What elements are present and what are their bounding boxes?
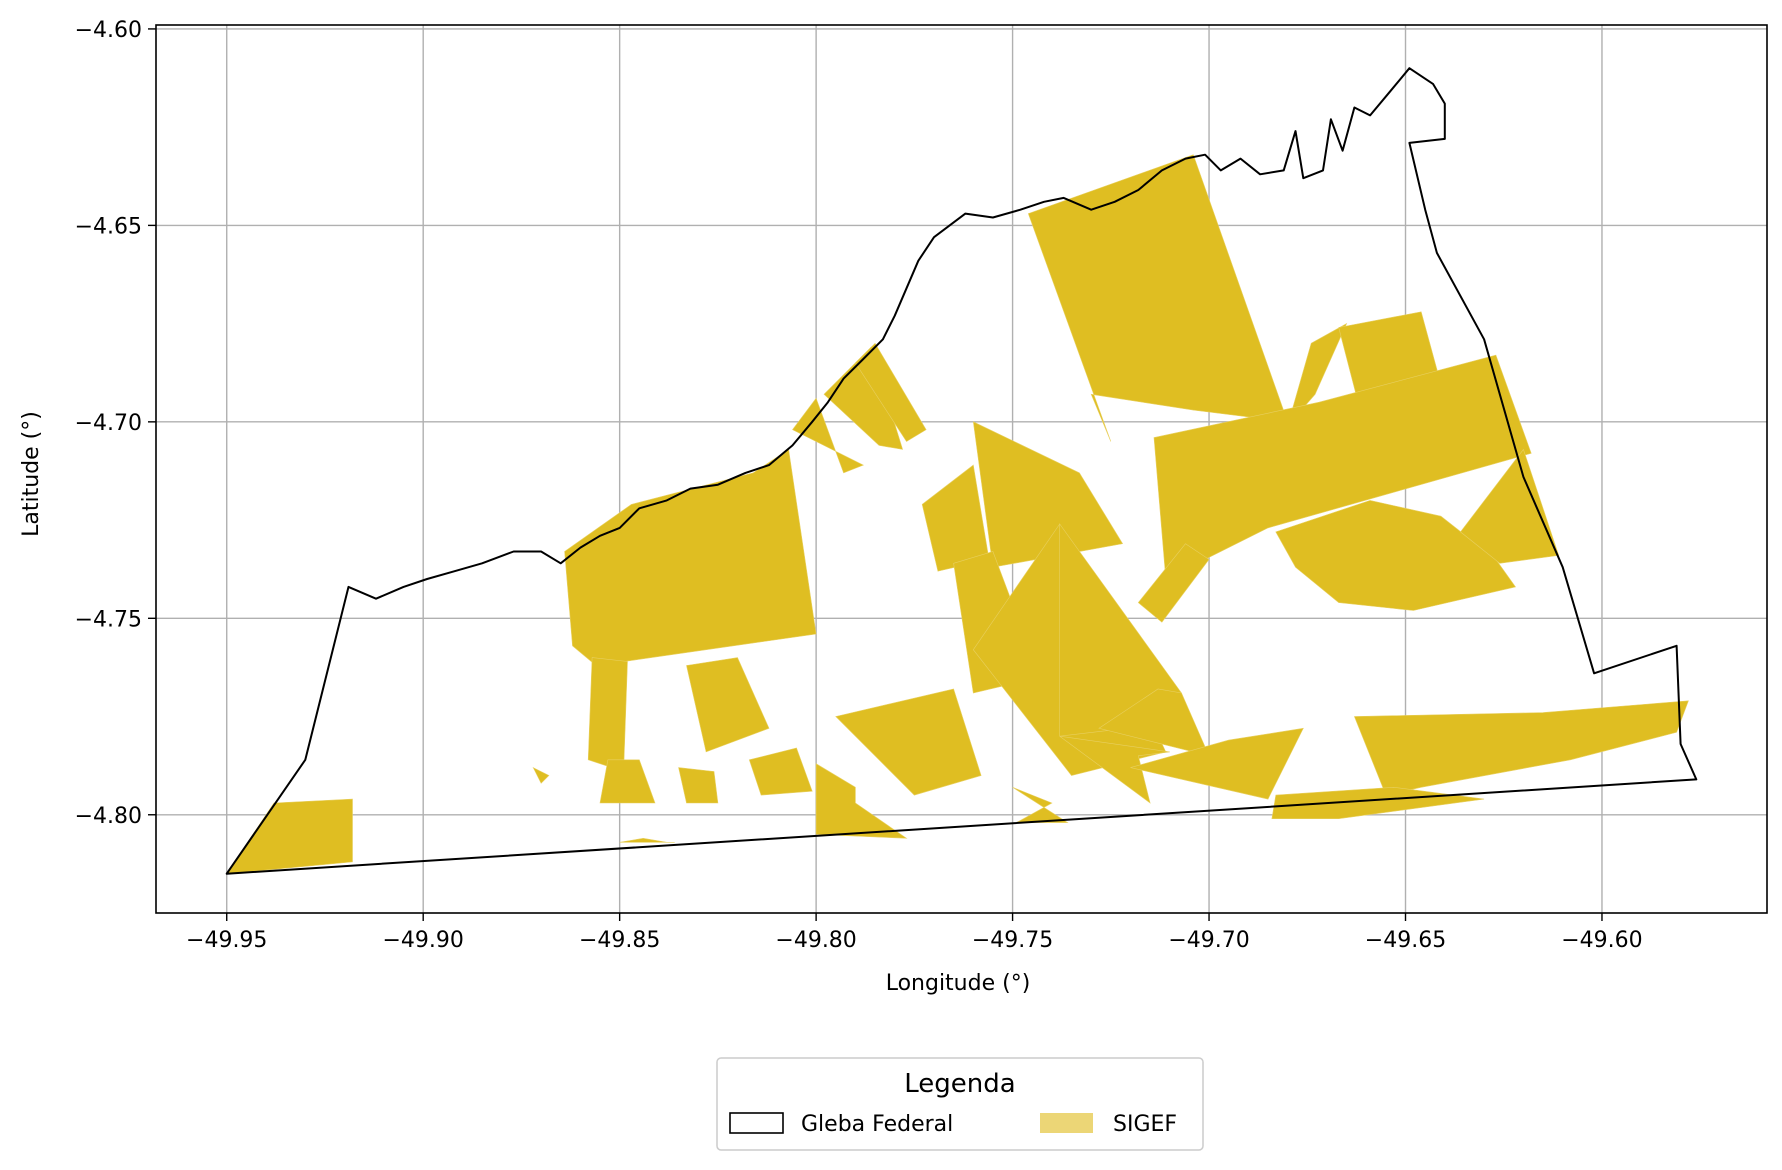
sigef-parcel-14 [835, 688, 982, 796]
sigef-parcel-16 [972, 421, 1124, 568]
sigef-parcel-28 [1460, 448, 1560, 564]
y-tick-label: −4.65 [75, 214, 142, 239]
y-tick-label: −4.60 [75, 18, 142, 43]
y-tick-label: −4.70 [75, 411, 142, 436]
sigef-parcel-8 [599, 759, 656, 804]
sigef-parcel-23 [1027, 154, 1289, 442]
sigef-parcel-15 [921, 464, 990, 572]
x-tick-label: −49.80 [775, 928, 856, 953]
axes-frame [155, 24, 1768, 914]
sigef-parcel-9 [748, 747, 813, 796]
x-axis-ticks: −49.95 −49.90 −49.85 −49.80 −49.75 −49.70 −49.… [186, 913, 1643, 953]
legend: Legenda Gleba Federal SIGEF [716, 1057, 1204, 1151]
sigef-parcel-30 [1271, 786, 1485, 820]
x-tick-label: −49.60 [1561, 928, 1642, 953]
sigef-parcel-29 [1353, 700, 1689, 796]
sigef-parcel-11 [532, 766, 550, 784]
gleba-federal-layer [225, 67, 1698, 875]
sigef-parcel-4 [792, 397, 865, 474]
sigef-parcel-3 [587, 657, 628, 772]
x-tick-label: −49.70 [1168, 928, 1249, 953]
sigef-layer [226, 154, 1689, 875]
x-tick-label: −49.85 [579, 928, 660, 953]
sigef-parcel-7 [686, 657, 770, 753]
sigef-parcel-21 [1012, 787, 1069, 823]
x-tick-label: −49.95 [186, 928, 267, 953]
legend-title: Legenda [904, 1069, 1015, 1099]
sigef-parcel-12 [619, 837, 675, 843]
sigef-parcel-13 [815, 763, 908, 839]
x-axis-label: Longitude (°) [886, 971, 1031, 996]
sigef-parcel-10 [678, 767, 719, 804]
legend-label-gleba-federal: Gleba Federal [801, 1112, 953, 1137]
y-tick-label: −4.75 [75, 607, 142, 632]
legend-swatch-gleba-federal [729, 1112, 784, 1134]
sigef-parcel-20 [1059, 735, 1170, 804]
sigef-parcel-6 [855, 342, 927, 442]
legend-label-sigef: SIGEF [1113, 1112, 1177, 1137]
sigef-parcel-22 [1098, 688, 1210, 757]
y-tick-label: −4.80 [75, 804, 142, 829]
sigef-parcel-2 [564, 448, 817, 666]
legend-swatch-sigef [1040, 1113, 1093, 1133]
sigef-parcel-1 [226, 798, 353, 875]
sigef-parcel-32 [1137, 543, 1210, 623]
x-tick-label: −49.65 [1365, 928, 1446, 953]
sigef-parcel-31 [1130, 727, 1304, 800]
gleba-federal-boundary [225, 67, 1698, 875]
sigef-parcel-24 [1287, 322, 1348, 426]
sigef-parcel-27 [1275, 500, 1517, 611]
y-axis-label: Latitude (°) [19, 411, 44, 537]
x-tick-label: −49.90 [382, 928, 463, 953]
x-tick-label: −49.75 [972, 928, 1053, 953]
y-axis-ticks: −4.60 −4.65 −4.70 −4.75 −4.80 [75, 18, 156, 829]
